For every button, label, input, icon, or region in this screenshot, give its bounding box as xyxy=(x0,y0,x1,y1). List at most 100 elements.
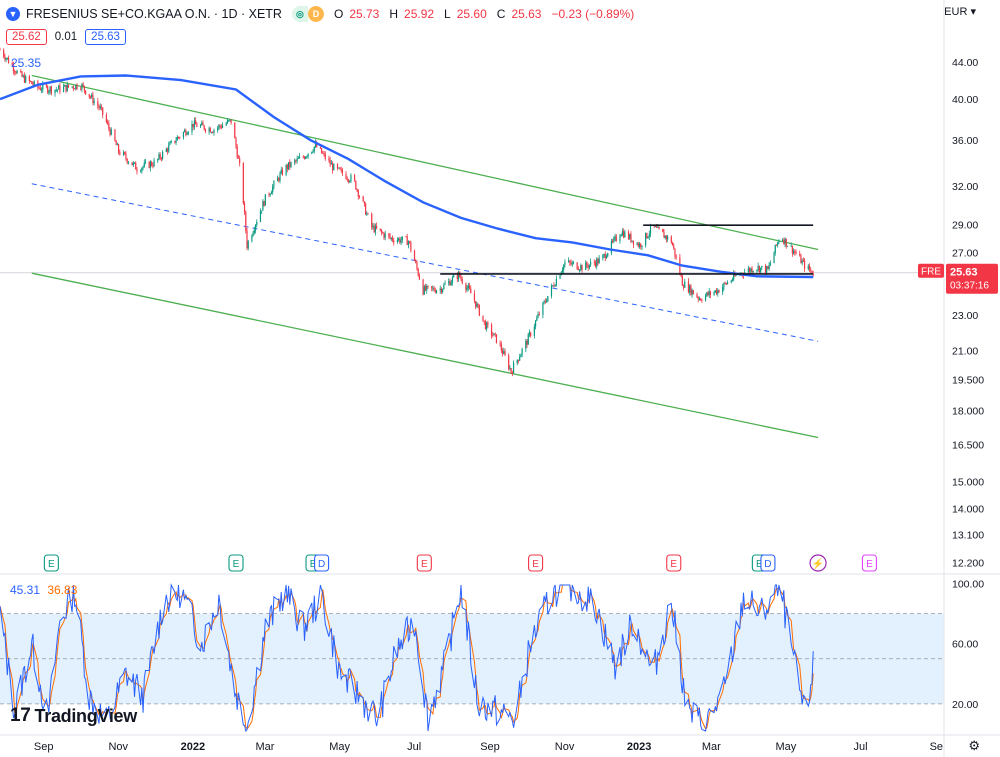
time-tick-label: Jul xyxy=(407,741,421,753)
candle-body xyxy=(433,287,435,291)
bid-price[interactable]: 25.62 xyxy=(6,29,47,45)
time-tick-label: Jul xyxy=(853,741,867,753)
candle-body xyxy=(804,260,806,269)
candle-body xyxy=(133,162,136,164)
candle-body xyxy=(509,368,511,369)
candle-body xyxy=(264,194,266,206)
candle-body xyxy=(407,241,410,246)
symbol-title[interactable]: FRESENIUS SE+CO.KGAA O.N. · 1D · XETR xyxy=(26,7,282,21)
candle-body xyxy=(324,153,326,159)
candle-body xyxy=(637,243,639,247)
candle-body xyxy=(230,119,232,124)
candle-body xyxy=(261,210,263,212)
candle-body xyxy=(708,291,710,296)
time-tick-label: Mar xyxy=(702,741,721,753)
change-value: −0.23 (−0.89%) xyxy=(551,7,635,21)
event-marker xyxy=(314,554,330,572)
candle-body xyxy=(631,240,633,242)
candle-body xyxy=(627,231,630,239)
candle-body xyxy=(792,251,795,254)
status-badges[interactable]: ◎ D xyxy=(291,6,324,22)
ask-price[interactable]: 25.63 xyxy=(85,29,126,45)
candle-body xyxy=(807,265,809,269)
time-tick-label: Mar xyxy=(256,741,275,753)
candle-body xyxy=(781,239,784,241)
candle-body xyxy=(316,142,318,148)
candle-body xyxy=(457,271,460,280)
low-key: L xyxy=(444,7,451,21)
candle-body xyxy=(517,359,520,361)
candle-body xyxy=(340,169,342,171)
tradingview-logo: 17 TradingView xyxy=(10,705,137,727)
candle-body xyxy=(391,237,394,241)
oscillator-tick-label: 100.00 xyxy=(952,579,984,591)
event-marker-label: E xyxy=(48,559,55,570)
event-marker-label: D xyxy=(318,559,325,570)
candle-body xyxy=(307,153,309,157)
candle-body xyxy=(314,142,317,147)
currency-selector[interactable]: EUR ▾ xyxy=(944,5,976,18)
candle-body xyxy=(443,284,445,289)
candle-body xyxy=(217,127,219,130)
candle-body xyxy=(706,292,708,296)
event-markers[interactable]: E E E D E E E E D ⚡ E xyxy=(43,554,877,572)
candle-body xyxy=(270,192,273,195)
candle-body xyxy=(12,65,15,72)
candle-body xyxy=(785,238,787,247)
candle-body xyxy=(243,203,246,212)
candle-body xyxy=(605,256,608,259)
candle-body xyxy=(512,363,515,374)
symbol-header: ▼ FRESENIUS SE+CO.KGAA O.N. · 1D · XETR … xyxy=(6,6,638,22)
candle-body xyxy=(470,288,472,294)
candle-body xyxy=(98,106,100,109)
candle-body xyxy=(461,278,463,284)
candle-body xyxy=(504,351,506,356)
candle-body xyxy=(276,177,279,182)
candle-body xyxy=(141,168,143,172)
time-tick-label: 2023 xyxy=(627,741,651,753)
candle-body xyxy=(427,285,429,287)
candle-body xyxy=(192,123,194,128)
ma-line xyxy=(0,74,814,279)
candle-body xyxy=(615,236,617,241)
candle-body xyxy=(336,164,339,169)
candle-body xyxy=(153,160,155,167)
candle-body xyxy=(81,84,83,89)
candle-body xyxy=(641,245,643,247)
candle-body xyxy=(169,142,171,145)
channel-line xyxy=(31,272,819,439)
candle-body xyxy=(127,162,129,164)
candle-body xyxy=(680,274,682,276)
event-marker xyxy=(666,554,682,572)
candle-body xyxy=(38,87,40,89)
candle-body xyxy=(620,234,622,237)
gear-icon[interactable]: ⚙ xyxy=(968,738,980,753)
oscillator-tick-label: 20.00 xyxy=(952,699,978,711)
candle-body xyxy=(570,262,572,265)
candle-body xyxy=(16,70,18,74)
channel-line xyxy=(31,74,819,251)
candle-body xyxy=(670,236,672,243)
candle-body xyxy=(715,290,718,294)
candle-body xyxy=(451,277,454,283)
time-tick-label: Sep xyxy=(480,741,500,753)
price-tick-label: 44.00 xyxy=(952,57,978,69)
candle-body xyxy=(66,84,68,92)
candle-body xyxy=(149,162,152,168)
price-tick-label: 13.100 xyxy=(952,530,984,542)
candle-body xyxy=(135,162,137,170)
candle-body xyxy=(646,232,648,239)
candle-body xyxy=(748,268,751,272)
candle-body xyxy=(182,132,185,138)
candle-body xyxy=(544,301,546,303)
candle-body xyxy=(713,291,715,295)
candle-body xyxy=(675,256,677,258)
candle-body xyxy=(590,261,592,265)
candle-body xyxy=(341,169,343,174)
candle-body xyxy=(380,230,383,233)
candle-body xyxy=(210,132,213,134)
candle-body xyxy=(204,129,207,132)
candle-body xyxy=(586,262,588,266)
event-marker-label: E xyxy=(756,559,763,570)
